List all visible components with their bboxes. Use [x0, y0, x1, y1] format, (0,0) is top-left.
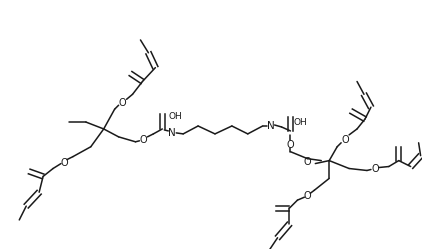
Text: O: O — [304, 156, 311, 166]
Text: O: O — [60, 157, 68, 167]
Text: O: O — [304, 190, 311, 200]
Text: O: O — [371, 163, 379, 173]
Text: OH: OH — [294, 117, 307, 126]
Text: O: O — [287, 139, 294, 149]
Text: N: N — [267, 120, 275, 130]
Text: N: N — [168, 128, 176, 137]
Text: O: O — [140, 134, 147, 144]
Text: O: O — [341, 134, 349, 144]
Text: OH: OH — [168, 111, 182, 120]
Text: O: O — [119, 98, 126, 108]
